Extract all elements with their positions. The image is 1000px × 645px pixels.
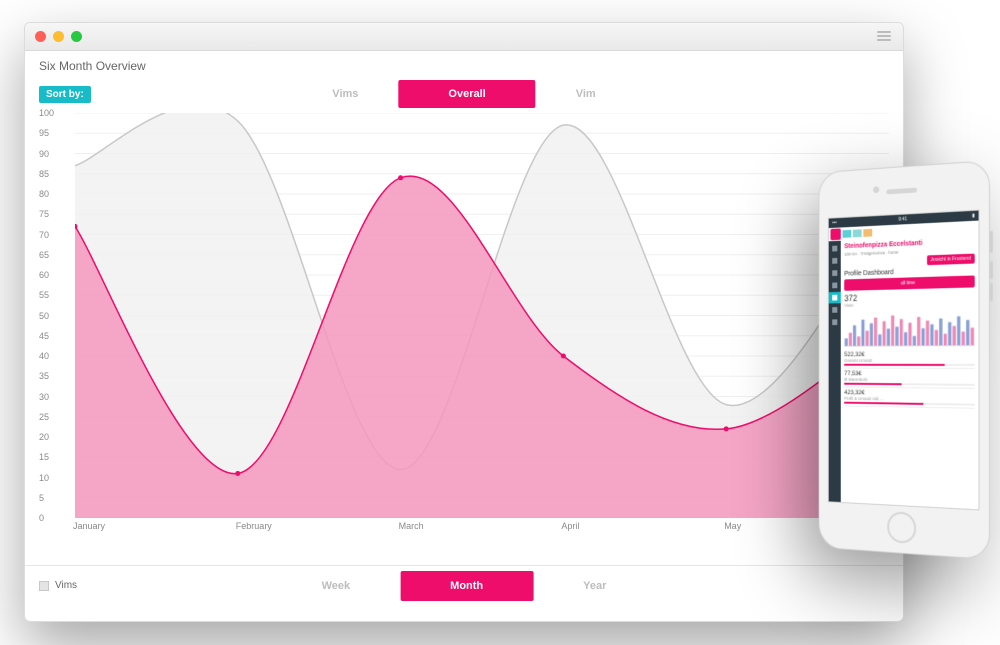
range-tab-week[interactable]: Week — [272, 571, 401, 601]
y-tick: 65 — [39, 250, 75, 260]
phone-sidebar-item[interactable] — [829, 292, 841, 304]
range-segmented-control: WeekMonthYear — [272, 571, 657, 601]
footer-toolbar: Vims WeekMonthYear — [25, 565, 903, 605]
phone-nav-icon[interactable] — [843, 230, 852, 238]
top-toolbar: Sort by: VimsOverallVim — [39, 79, 889, 109]
hamburger-icon[interactable] — [877, 31, 891, 41]
tab-vims[interactable]: Vims — [292, 80, 398, 108]
y-tick: 15 — [39, 452, 75, 462]
time-range-button[interactable]: all time — [844, 275, 974, 290]
y-tick: 45 — [39, 331, 75, 341]
metric-row: 77,53€Ø Warenkorb — [844, 368, 974, 388]
y-tick: 95 — [39, 128, 75, 138]
phone-screen: ••• 9:41 ▮ Steinofenpizza Eccelstanti 10… — [828, 210, 980, 511]
sort-badge[interactable]: Sort by: — [39, 86, 91, 103]
tab-overall[interactable]: Overall — [398, 80, 535, 108]
legend-swatch-vims — [39, 581, 49, 591]
y-tick: 75 — [39, 209, 75, 219]
range-tab-year[interactable]: Year — [533, 571, 656, 601]
y-tick: 55 — [39, 290, 75, 300]
phone-metrics-list: 522,32€Gesamt Umsatz77,53€Ø Warenkorb423… — [844, 349, 974, 409]
app-window: Six Month Overview Sort by: VimsOverallV… — [24, 22, 904, 622]
x-tick: May — [724, 521, 741, 531]
y-axis: 0510152025303540455055606570758085909510… — [39, 113, 75, 518]
legend: Vims — [39, 580, 77, 591]
phone-main: Steinofenpizza Eccelstanti 100-SA · Trnä… — [841, 235, 979, 510]
metric-row: 423,32€Profit & Umsatz inkl.… — [844, 387, 974, 408]
legend-label: Vims — [55, 580, 77, 591]
phone-sidebar-item[interactable] — [829, 243, 841, 255]
x-tick: January — [73, 521, 105, 531]
traffic-lights — [35, 31, 82, 42]
phone-mockup: ••• 9:41 ▮ Steinofenpizza Eccelstanti 10… — [819, 160, 990, 560]
metric-row: 522,32€Gesamt Umsatz — [844, 349, 974, 369]
y-tick: 10 — [39, 473, 75, 483]
phone-body-layout: Steinofenpizza Eccelstanti 100-SA · Trnä… — [829, 235, 979, 510]
x-tick: February — [236, 521, 272, 531]
y-tick: 60 — [39, 270, 75, 280]
phone-home-button[interactable] — [887, 511, 916, 544]
window-titlebar — [25, 23, 903, 51]
phone-sidebar-item[interactable] — [829, 280, 841, 292]
phone-minichart — [844, 308, 974, 346]
tab-vim[interactable]: Vim — [536, 80, 636, 108]
x-tick: April — [561, 521, 579, 531]
phone-nav-icon[interactable] — [853, 229, 862, 237]
x-axis: JanuaryFebruaryMarchAprilMayJune — [75, 521, 889, 541]
chart-plot — [75, 113, 889, 518]
phone-sidebar-item[interactable] — [829, 255, 841, 267]
frontend-view-button[interactable]: Ansicht in Frontend — [927, 253, 975, 265]
phone-nav-icon[interactable] — [863, 229, 872, 237]
y-tick: 90 — [39, 149, 75, 159]
statusbar-battery: ▮ — [972, 213, 975, 219]
y-tick: 25 — [39, 412, 75, 422]
section-title: Six Month Overview — [39, 59, 889, 73]
y-tick: 35 — [39, 371, 75, 381]
range-tab-month[interactable]: Month — [400, 571, 533, 601]
x-tick: March — [399, 521, 424, 531]
metric-label: Gesamt Umsatz — [844, 358, 974, 363]
y-tick: 40 — [39, 351, 75, 361]
y-tick: 0 — [39, 513, 75, 523]
minimize-dot[interactable] — [53, 31, 64, 42]
phone-camera — [873, 186, 879, 193]
phone-volume-down — [990, 283, 993, 301]
phone-sidebar-item[interactable] — [829, 316, 841, 328]
statusbar-time: 9:41 — [898, 216, 907, 222]
phone-sidebar-item[interactable] — [829, 267, 841, 279]
phone-speaker — [886, 188, 917, 195]
chart-svg — [75, 113, 889, 518]
y-tick: 20 — [39, 432, 75, 442]
window-content: Six Month Overview Sort by: VimsOverallV… — [25, 51, 903, 565]
phone-logo-icon[interactable] — [830, 228, 840, 240]
phone-sidebar — [829, 241, 841, 502]
view-segmented-control: VimsOverallVim — [292, 80, 635, 108]
y-tick: 5 — [39, 493, 75, 503]
phone-sidebar-item[interactable] — [829, 304, 841, 316]
y-tick: 100 — [39, 108, 75, 118]
y-tick: 85 — [39, 169, 75, 179]
phone-side-button — [990, 231, 993, 253]
phone-volume-up — [990, 261, 993, 279]
y-tick: 80 — [39, 189, 75, 199]
close-dot[interactable] — [35, 31, 46, 42]
y-tick: 50 — [39, 311, 75, 321]
phone-body: ••• 9:41 ▮ Steinofenpizza Eccelstanti 10… — [819, 160, 990, 560]
zoom-dot[interactable] — [71, 31, 82, 42]
chart-area: 0510152025303540455055606570758085909510… — [39, 113, 889, 553]
statusbar-carrier: ••• — [832, 220, 837, 226]
y-tick: 70 — [39, 230, 75, 240]
y-tick: 30 — [39, 392, 75, 402]
